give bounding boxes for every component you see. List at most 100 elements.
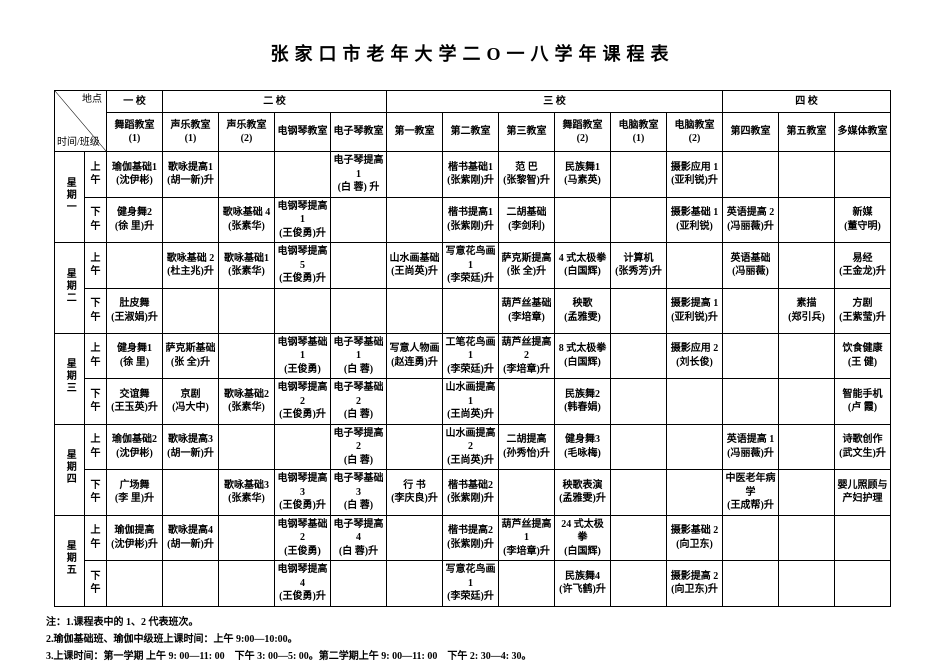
course-cell: 山水画提高2(王尚英)升: [443, 424, 499, 470]
course-cell: 行 书(李庆良)升: [387, 470, 443, 516]
course-cell: 范 巴(张黎智)升: [499, 152, 555, 198]
course-cell: [611, 288, 667, 333]
course-cell: [835, 152, 891, 198]
day-cell: 星期三: [55, 333, 85, 424]
course-cell: 瑜伽提高(沈伊彬)升: [107, 515, 163, 561]
corner-cell: 地点时间/班级: [55, 91, 107, 152]
course-cell: [219, 288, 275, 333]
course-cell: 交谊舞(王玉英)升: [107, 379, 163, 425]
course-cell: 歌咏基础2(张素华): [219, 379, 275, 425]
course-cell: 英语提高 2(冯丽薇)升: [723, 197, 779, 243]
course-cell: 中医老年病学(王成帮)升: [723, 470, 779, 516]
course-cell: 山水画基础(王尚英)升: [387, 243, 443, 289]
course-cell: [107, 561, 163, 607]
course-cell: 楷书基础1(张紫刚)升: [443, 152, 499, 198]
course-cell: [779, 424, 835, 470]
course-cell: 歌咏基础3(张素华): [219, 470, 275, 516]
course-cell: 山水画提高1(王尚英)升: [443, 379, 499, 425]
course-cell: [723, 379, 779, 425]
course-cell: 摄影基础 2(向卫东): [667, 515, 723, 561]
course-cell: 写意人物画(赵连勇)升: [387, 333, 443, 379]
course-cell: 写意花鸟画1(李荣廷)升: [443, 243, 499, 289]
note-line: 3.上课时间：第一学期 上午 9: 00—11: 00 下午 3: 00—5: …: [46, 647, 945, 662]
course-cell: [219, 152, 275, 198]
course-cell: 广场舞(李 里)升: [107, 470, 163, 516]
course-cell: 歌咏提高4(胡一新)升: [163, 515, 219, 561]
course-cell: [779, 333, 835, 379]
course-cell: 电子琴基础1(白 蓉): [331, 333, 387, 379]
course-cell: 萨克斯提高(张 全)升: [499, 243, 555, 289]
course-cell: [667, 470, 723, 516]
course-cell: [555, 197, 611, 243]
room-header: 电子琴教室: [331, 113, 387, 152]
course-cell: 秧歌表演(孟雅雯)升: [555, 470, 611, 516]
course-cell: [723, 561, 779, 607]
course-cell: [667, 379, 723, 425]
course-cell: 电钢琴提高 5(王俊勇)升: [275, 243, 331, 289]
course-cell: [331, 561, 387, 607]
course-cell: [387, 197, 443, 243]
course-cell: [499, 379, 555, 425]
course-cell: 易经(王金龙)升: [835, 243, 891, 289]
course-cell: 歌咏提高3(胡一新)升: [163, 424, 219, 470]
slot-cell: 下午: [85, 379, 107, 425]
day-cell: 星期五: [55, 515, 85, 606]
course-cell: 电钢琴提高 2(王俊勇)升: [275, 379, 331, 425]
course-cell: [163, 288, 219, 333]
course-cell: [667, 424, 723, 470]
course-cell: [331, 288, 387, 333]
slot-cell: 上午: [85, 333, 107, 379]
course-cell: [723, 333, 779, 379]
room-header: 电钢琴教室: [275, 113, 331, 152]
course-cell: [219, 424, 275, 470]
course-cell: 秧歌(孟雅雯): [555, 288, 611, 333]
course-cell: 24 式太极拳(白国辉): [555, 515, 611, 561]
course-cell: [779, 243, 835, 289]
course-cell: [443, 288, 499, 333]
course-cell: 素描(郑引兵): [779, 288, 835, 333]
page-title: 张家口市老年大学二O一八学年课程表: [0, 40, 945, 66]
course-cell: 婴儿照顾与产妇护理: [835, 470, 891, 516]
slot-cell: 上午: [85, 152, 107, 198]
course-cell: 电钢琴提高 1(王俊勇)升: [275, 197, 331, 243]
course-cell: 楷书基础2(张紫刚)升: [443, 470, 499, 516]
course-cell: 楷书提高1(张紫刚)升: [443, 197, 499, 243]
course-cell: [723, 515, 779, 561]
room-header: 第二教室: [443, 113, 499, 152]
course-cell: 新媒(董守明): [835, 197, 891, 243]
room-header: 电脑教室 (1): [611, 113, 667, 152]
room-header: 声乐教室 (1): [163, 113, 219, 152]
course-cell: [387, 152, 443, 198]
day-cell: 星期二: [55, 243, 85, 334]
course-cell: 二胡基础(李剑利): [499, 197, 555, 243]
course-cell: [387, 515, 443, 561]
corner-bottom: 时间/班级: [57, 136, 100, 150]
course-cell: [611, 197, 667, 243]
course-cell: [387, 424, 443, 470]
course-cell: 英语提高 1(冯丽薇)升: [723, 424, 779, 470]
course-cell: 摄影应用 2(刘长俊): [667, 333, 723, 379]
course-cell: [387, 561, 443, 607]
course-cell: [107, 243, 163, 289]
room-header: 多媒体教室: [835, 113, 891, 152]
course-cell: 民族舞4(许飞鹤)升: [555, 561, 611, 607]
course-cell: [275, 152, 331, 198]
course-cell: [611, 470, 667, 516]
course-cell: 肚皮舞(王淑娟)升: [107, 288, 163, 333]
course-cell: [779, 379, 835, 425]
slot-cell: 上午: [85, 243, 107, 289]
course-cell: 饮食健康(王 健): [835, 333, 891, 379]
course-cell: [387, 379, 443, 425]
corner-top: 地点: [82, 93, 102, 107]
course-cell: 歌咏提高1(胡一新)升: [163, 152, 219, 198]
course-cell: [499, 561, 555, 607]
course-cell: 电子琴提高2(白 蓉): [331, 424, 387, 470]
course-cell: 英语基础(冯丽薇): [723, 243, 779, 289]
course-cell: [611, 379, 667, 425]
course-cell: 8 式太极拳(白国辉): [555, 333, 611, 379]
course-cell: 电子琴基础2(白 蓉): [331, 379, 387, 425]
slot-cell: 上午: [85, 424, 107, 470]
course-cell: 二胡提高(孙秀怡)升: [499, 424, 555, 470]
course-cell: [611, 561, 667, 607]
room-header: 电脑教室 (2): [667, 113, 723, 152]
